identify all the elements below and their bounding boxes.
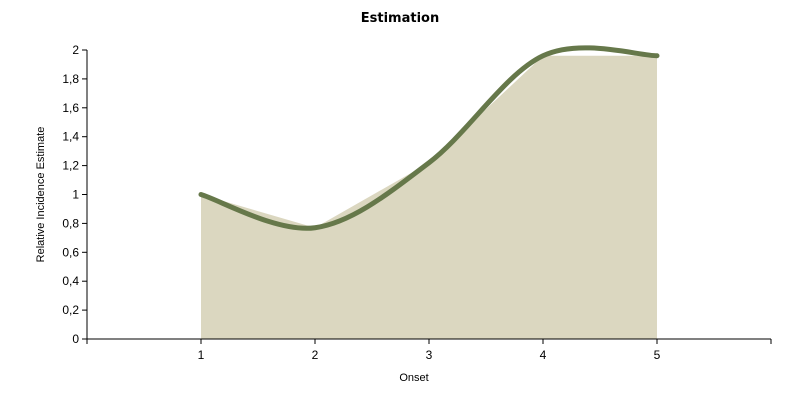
area-fill [201,55,657,339]
x-tick-label: 5 [654,348,661,362]
y-tick-label: 0 [72,332,79,346]
y-tick-label: 0,4 [62,274,79,288]
x-tick-label: 2 [312,348,319,362]
y-axis-title: Relative Incidence Estimate [35,127,47,263]
y-tick-label: 2 [72,43,79,57]
x-tick-label: 4 [540,348,547,362]
y-axis-ticks: 0 0,2 0,4 0,6 0,8 1 1,2 1,4 1,6 1,8 2 [62,43,87,346]
y-tick-label: 0,2 [62,303,79,317]
x-axis-title: Onset [399,372,428,384]
y-tick-label: 1 [72,188,79,202]
x-tick-label: 3 [426,348,433,362]
y-tick-label: 0,8 [62,216,79,230]
y-tick-label: 1,6 [62,101,79,115]
y-tick-label: 1,2 [62,159,79,173]
x-axis-ticks: 1 2 3 4 5 [86,339,772,362]
chart-title: Estimation [360,11,440,26]
y-tick-label: 0,6 [62,245,79,259]
series-line [198,45,660,231]
y-tick-label: 1,4 [62,130,79,144]
x-tick-label: 1 [198,348,205,362]
y-tick-label: 1,8 [62,72,79,86]
